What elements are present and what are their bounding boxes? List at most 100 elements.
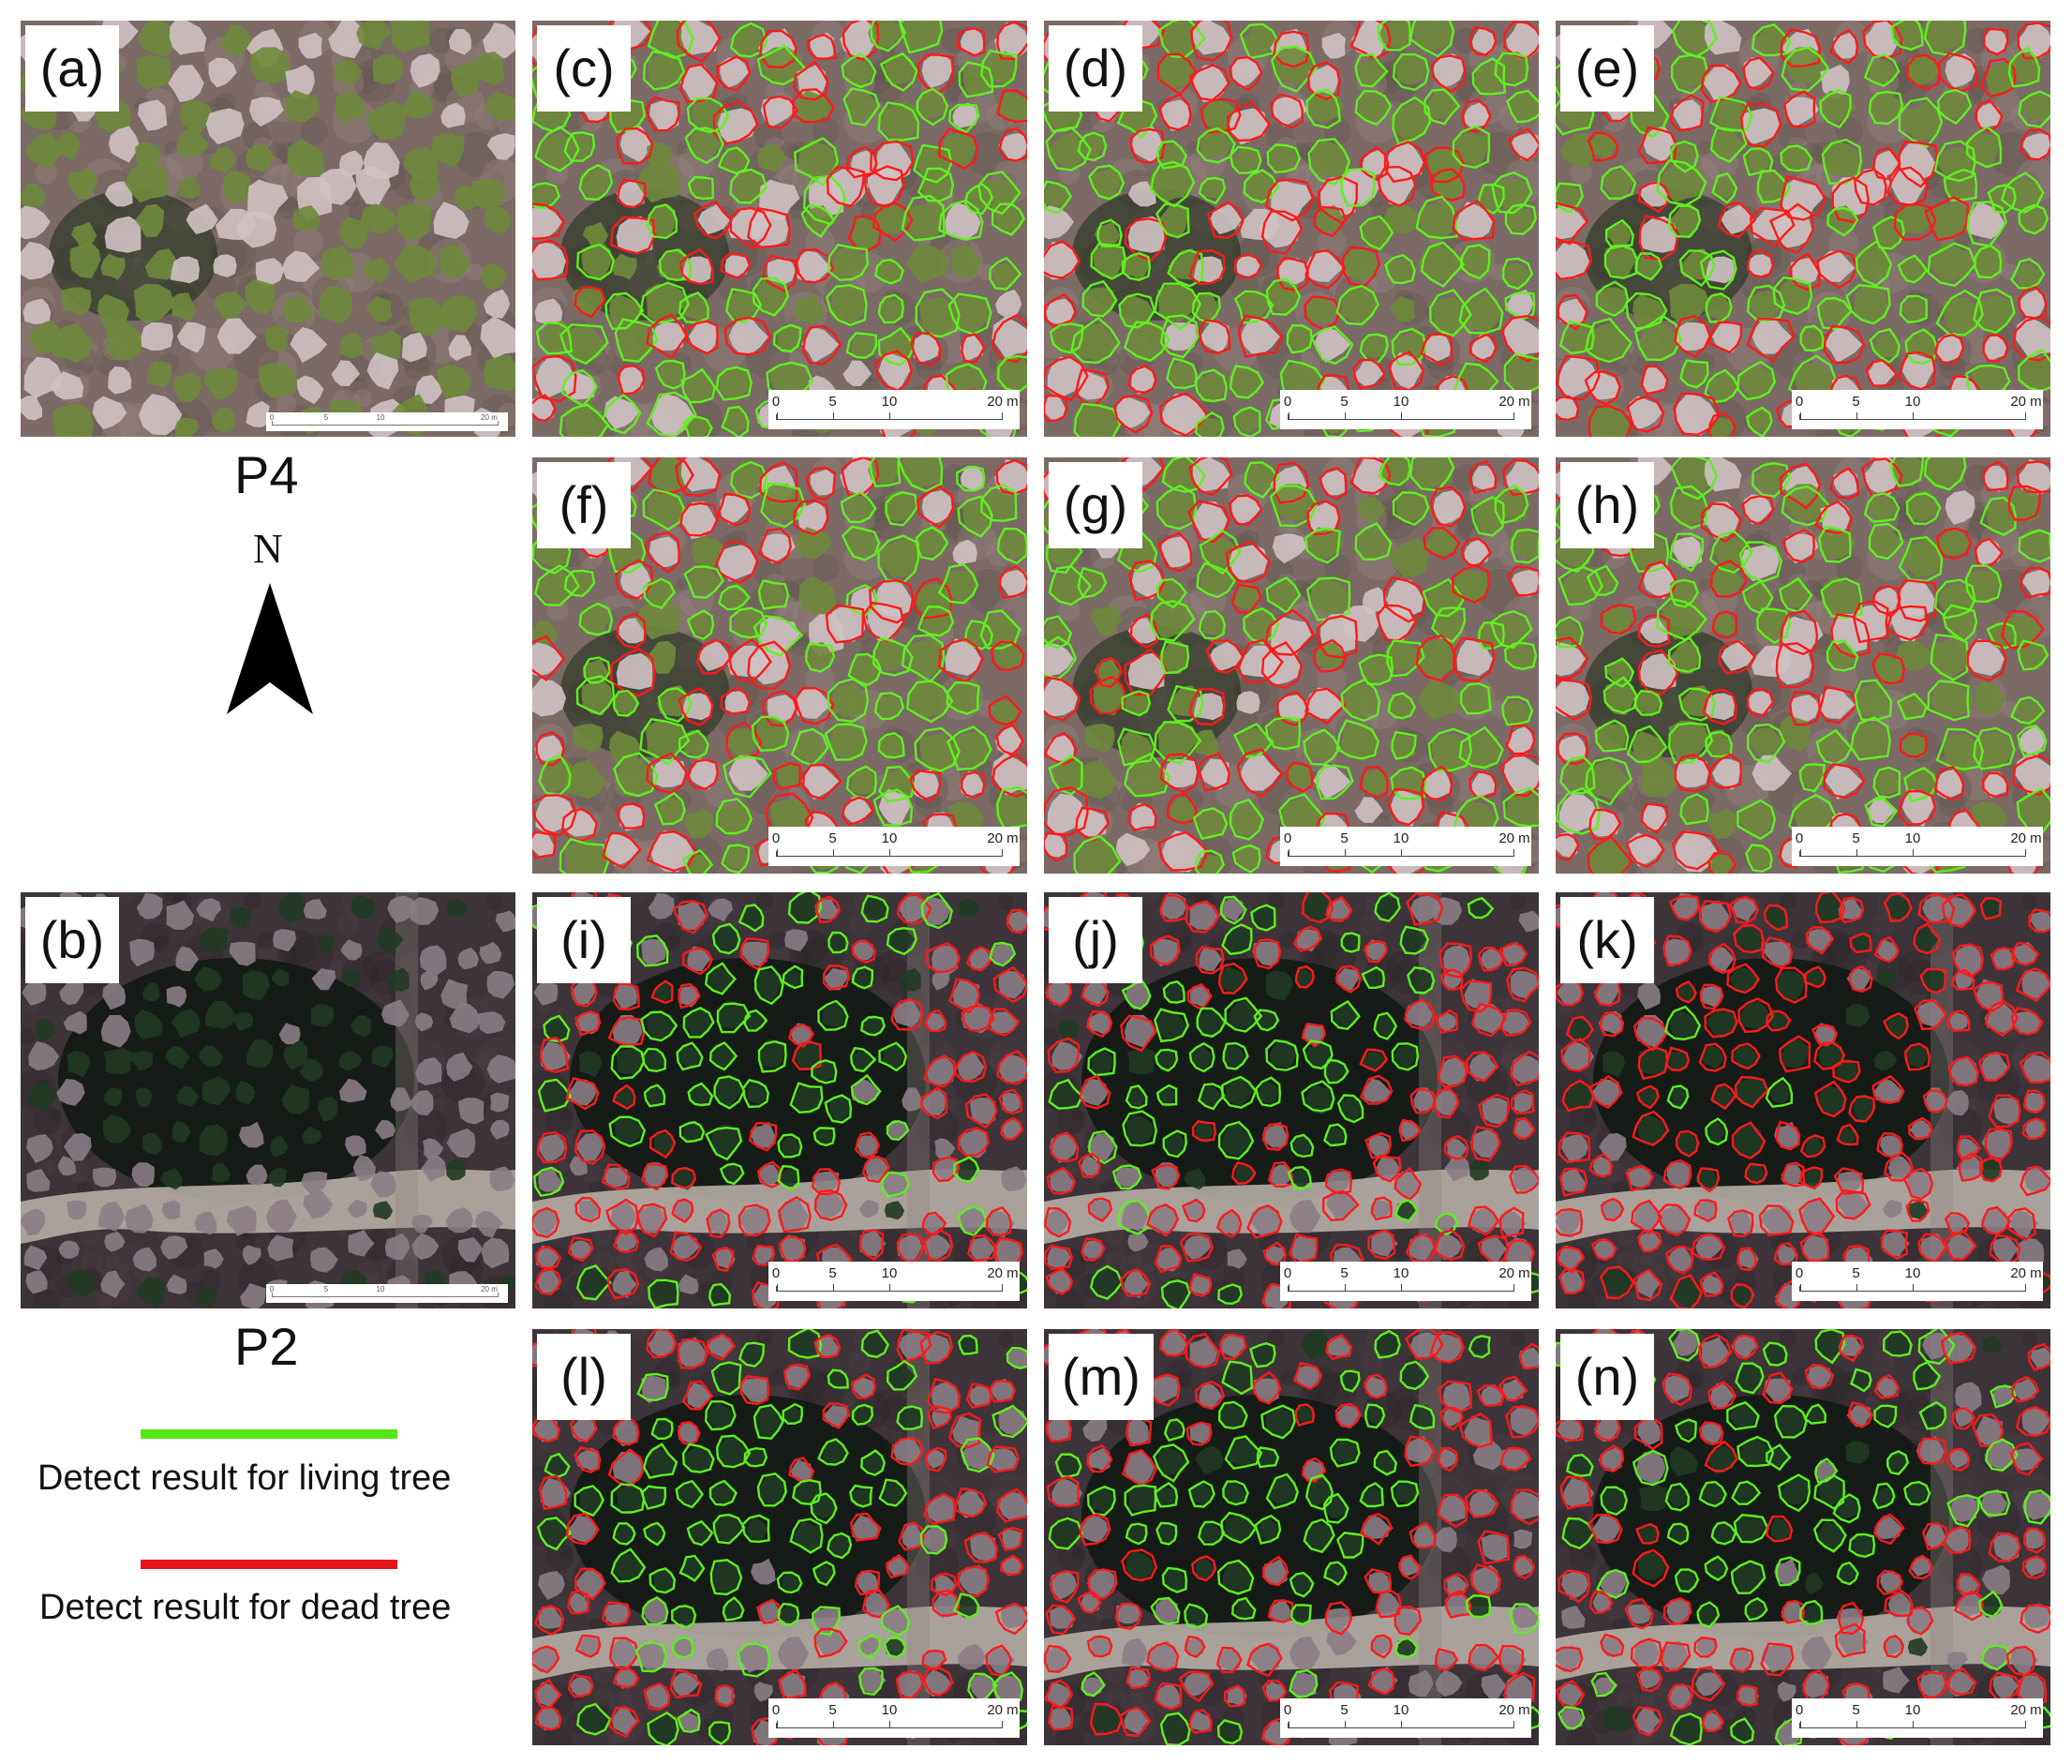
living-crown-outline [1244,461,1280,500]
living-crown-outline [647,1711,679,1745]
dead-crown-outline [1470,1126,1502,1162]
living-crown-outline [1243,169,1280,203]
living-crown-outline [1777,1473,1811,1513]
living-crown-outline [1973,244,2003,279]
dead-crown-outline [849,1512,882,1542]
scale-tick-label: 20 m [1498,1265,1530,1281]
living-crown-outline [811,1059,838,1084]
living-crown-outline [740,1514,770,1544]
dead-crown-outline [997,1526,1023,1551]
dead-crown-outline [2009,1442,2044,1476]
dead-crown-outline [645,96,680,132]
living-crown-outline [1161,1566,1188,1593]
living-crown-outline [917,167,955,202]
living-crown-outline [958,61,994,98]
dead-crown-outline [1587,835,1633,874]
dead-crown-outline [574,1196,602,1223]
dead-crown-outline [1429,486,1467,528]
dead-crown-outline [1217,963,1248,994]
living-crown-outline [1156,140,1187,170]
aerial-image-k [1556,892,2050,1308]
living-crown-outline [1361,965,1386,989]
living-crown-outline [1667,204,1702,238]
living-crown-outline [686,609,715,641]
aerial-image-a [21,21,515,437]
dead-crown-outline [759,460,798,503]
dead-crown-outline [896,892,932,925]
dead-crown-outline [1556,395,1580,422]
living-crown-outline [979,609,1021,650]
living-crown-outline [1773,1404,1808,1439]
living-crown-outline [782,1402,804,1425]
dead-crown-outline [995,458,1027,495]
dead-crown-outline [1313,205,1348,238]
living-crown-outline [787,892,823,924]
dead-crown-outline [602,831,642,870]
living-crown-outline [857,1634,882,1660]
dead-crown-outline [1006,908,1027,934]
living-crown-outline [683,565,724,600]
dead-crown-outline [1922,1089,1948,1114]
living-crown-outline [1196,561,1236,599]
dead-crown-outline [1233,253,1263,279]
dead-crown-outline [1188,687,1226,726]
living-crown-outline [880,1605,911,1637]
dead-crown-outline [1294,965,1315,989]
dead-crown-outline [1185,900,1221,934]
aerial-image-c [532,21,1027,437]
living-crown-outline [901,634,946,683]
panel-f: (f) 0 5 10 20 m [532,457,1027,874]
dead-crown-outline [995,723,1024,756]
living-crown-outline [648,1278,679,1308]
living-crown-outline [1458,287,1504,335]
dead-crown-outline [1304,295,1341,331]
dead-crown-outline [989,1380,1017,1403]
dead-crown-outline [1982,27,2009,56]
dead-crown-outline [1301,892,1334,924]
living-crown-outline [1735,1362,1765,1395]
dead-crown-outline [1805,926,1835,955]
living-crown-outline [1118,292,1156,329]
living-crown-outline [681,1443,715,1473]
living-crown-outline [1265,1039,1299,1071]
dead-crown-outline [1588,405,1633,437]
living-crown-outline [897,457,944,493]
dead-crown-outline [1404,998,1436,1031]
scale-tick-label: 0 [771,1265,781,1281]
dead-crown-outline [1979,896,2002,920]
living-crown-outline [1336,1532,1364,1559]
scale-tick-label: 20 m [987,1265,1019,1281]
dead-crown-outline [1499,1446,1532,1472]
panel-label-l: (l) [537,1334,631,1420]
dead-crown-outline [1114,1602,1142,1631]
living-crown-outline [2010,258,2046,290]
living-crown-outline [719,1162,745,1186]
living-crown-outline [1751,22,1792,57]
dead-crown-outline [992,965,1027,1004]
dead-crown-outline [1700,64,1742,103]
living-crown-outline [1153,1443,1190,1483]
dead-crown-outline [1893,202,1937,241]
dead-crown-outline [886,1553,910,1579]
dead-crown-outline [1394,1605,1423,1637]
dead-crown-outline [1730,1283,1755,1308]
living-crown-outline [1269,485,1319,528]
dead-crown-outline [1077,1590,1102,1614]
dead-crown-outline [1121,1548,1158,1582]
living-crown-outline [1111,1164,1142,1190]
dead-crown-outline [1763,904,1789,932]
scale-tick-label: 10 [1904,394,1921,410]
living-crown-outline [1903,1480,1931,1506]
living-crown-outline [958,1334,978,1355]
dead-crown-outline [925,942,961,974]
dead-crown-outline [1780,462,1822,510]
dead-crown-outline [1899,732,1929,758]
living-crown-outline [730,460,768,500]
living-crown-outline [682,1007,715,1039]
scale-tick-label: 5 [1852,1265,1860,1281]
dead-crown-outline [2020,1603,2050,1635]
living-crown-outline [787,1329,823,1359]
living-crown-outline [1889,457,1925,487]
living-crown-outline [1737,360,1776,401]
dead-crown-outline [1044,731,1077,766]
